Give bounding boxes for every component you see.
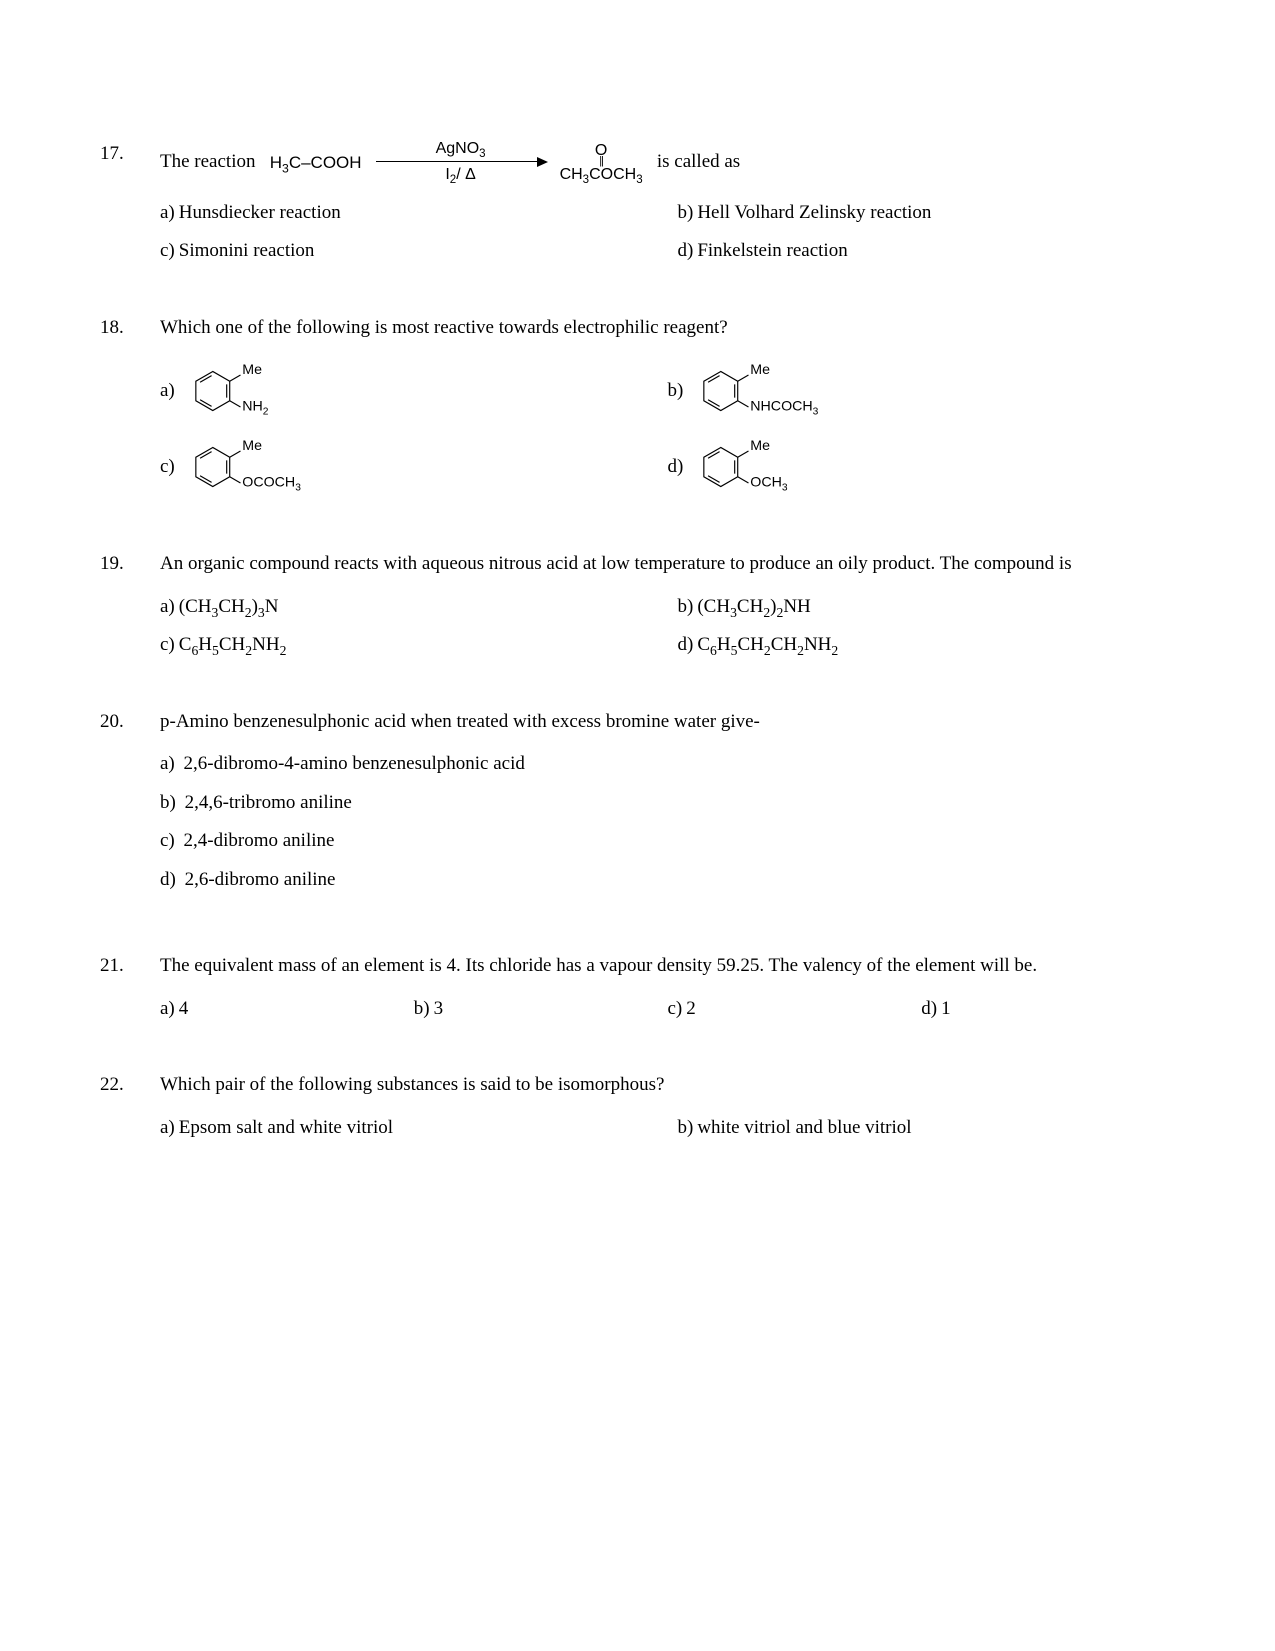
option-c: c) C6H5CH2NH2 bbox=[160, 631, 658, 660]
reactant: H3C–COOH bbox=[270, 150, 362, 176]
options: a) Epsom salt and white vitriol b) white… bbox=[160, 1114, 1175, 1143]
option-a: a) 4 bbox=[160, 995, 414, 1024]
option-c: c) Simonini reaction bbox=[160, 237, 658, 266]
question-17: 17. The reaction H3C–COOH AgNO3 I2/ Δ O … bbox=[100, 140, 1175, 266]
question-22: 22. Which pair of the following substanc… bbox=[100, 1071, 1175, 1142]
molecule-d: MeOCH3 bbox=[687, 432, 847, 502]
option-a: a) (CH3CH2)3N bbox=[160, 593, 658, 622]
question-number: 19. bbox=[100, 550, 160, 660]
reaction-scheme: H3C–COOH AgNO3 I2/ Δ O || CH3COCH3 bbox=[270, 140, 643, 185]
product: O || CH3COCH3 bbox=[560, 143, 643, 182]
options: a) 2,6-dibromo-4-amino benzenesulphonic … bbox=[160, 750, 1175, 894]
question-body: An organic compound reacts with aqueous … bbox=[160, 550, 1175, 660]
option-d: d) Finkelstein reaction bbox=[678, 237, 1176, 266]
option-b: b) 2,4,6-tribromo aniline bbox=[160, 789, 1175, 818]
option-a: a) MeNH2 bbox=[160, 356, 668, 426]
arrow-bottom-reagent: I2/ Δ bbox=[445, 166, 475, 184]
question-20: 20. p-Amino benzenesulphonic acid when t… bbox=[100, 708, 1175, 905]
option-a: a) Hunsdiecker reaction bbox=[160, 199, 658, 228]
question-number: 18. bbox=[100, 314, 160, 503]
molecule-c: MeOCOCH3 bbox=[179, 432, 339, 502]
question-number: 20. bbox=[100, 708, 160, 905]
product-formula: CH3COCH3 bbox=[560, 167, 643, 182]
option-c: c) 2,4-dibromo aniline bbox=[160, 827, 1175, 856]
question-stem: Which one of the following is most react… bbox=[160, 314, 1175, 343]
question-18: 18. Which one of the following is most r… bbox=[100, 314, 1175, 503]
molecule-b: MeNHCOCH3 bbox=[687, 356, 847, 426]
option-d: d) 1 bbox=[921, 995, 1175, 1024]
reaction-arrow: AgNO3 I2/ Δ bbox=[376, 140, 546, 185]
question-number: 17. bbox=[100, 140, 160, 266]
option-a: a) Epsom salt and white vitriol bbox=[160, 1114, 658, 1143]
question-stem: Which pair of the following substances i… bbox=[160, 1071, 1175, 1100]
question-body: The equivalent mass of an element is 4. … bbox=[160, 952, 1175, 1023]
options: a) 4 b) 3 c) 2 d) 1 bbox=[160, 995, 1175, 1024]
question-stem: p-Amino benzenesulphonic acid when treat… bbox=[160, 708, 1175, 737]
arrow-line bbox=[376, 161, 546, 162]
question-stem: An organic compound reacts with aqueous … bbox=[160, 550, 1175, 579]
question-stem: The equivalent mass of an element is 4. … bbox=[160, 952, 1175, 981]
option-d: d) MeOCH3 bbox=[668, 432, 1176, 502]
option-d: d) C6H5CH2CH2NH2 bbox=[678, 631, 1176, 660]
option-b: b) MeNHCOCH3 bbox=[668, 356, 1176, 426]
stem-trail: is called as bbox=[657, 151, 740, 172]
question-body: Which one of the following is most react… bbox=[160, 314, 1175, 503]
option-b: b) white vitriol and blue vitriol bbox=[678, 1114, 1176, 1143]
question-21: 21. The equivalent mass of an element is… bbox=[100, 952, 1175, 1023]
options: a) Hunsdiecker reaction b) Hell Volhard … bbox=[160, 199, 1175, 266]
question-body: Which pair of the following substances i… bbox=[160, 1071, 1175, 1142]
options: a) (CH3CH2)3N b) (CH3CH2)2NH c) C6H5CH2N… bbox=[160, 593, 1175, 660]
option-b: b) 3 bbox=[414, 995, 668, 1024]
question-number: 22. bbox=[100, 1071, 160, 1142]
stem-lead: The reaction bbox=[160, 151, 255, 172]
options: a) MeNH2 b) MeNHCOCH3 c) MeOCOCH3 d) MeO… bbox=[160, 356, 1175, 502]
option-c: c) MeOCOCH3 bbox=[160, 432, 668, 502]
option-c: c) 2 bbox=[668, 995, 922, 1024]
question-number: 21. bbox=[100, 952, 160, 1023]
option-a: a) 2,6-dibromo-4-amino benzenesulphonic … bbox=[160, 750, 1175, 779]
question-19: 19. An organic compound reacts with aque… bbox=[100, 550, 1175, 660]
option-b: b) Hell Volhard Zelinsky reaction bbox=[678, 199, 1176, 228]
question-body: p-Amino benzenesulphonic acid when treat… bbox=[160, 708, 1175, 905]
question-stem: The reaction H3C–COOH AgNO3 I2/ Δ O || C… bbox=[160, 140, 1175, 185]
question-body: The reaction H3C–COOH AgNO3 I2/ Δ O || C… bbox=[160, 140, 1175, 266]
option-b: b) (CH3CH2)2NH bbox=[678, 593, 1176, 622]
option-d: d) 2,6-dibromo aniline bbox=[160, 866, 1175, 895]
arrow-top-reagent: AgNO3 bbox=[436, 140, 486, 158]
molecule-a: MeNH2 bbox=[179, 356, 339, 426]
